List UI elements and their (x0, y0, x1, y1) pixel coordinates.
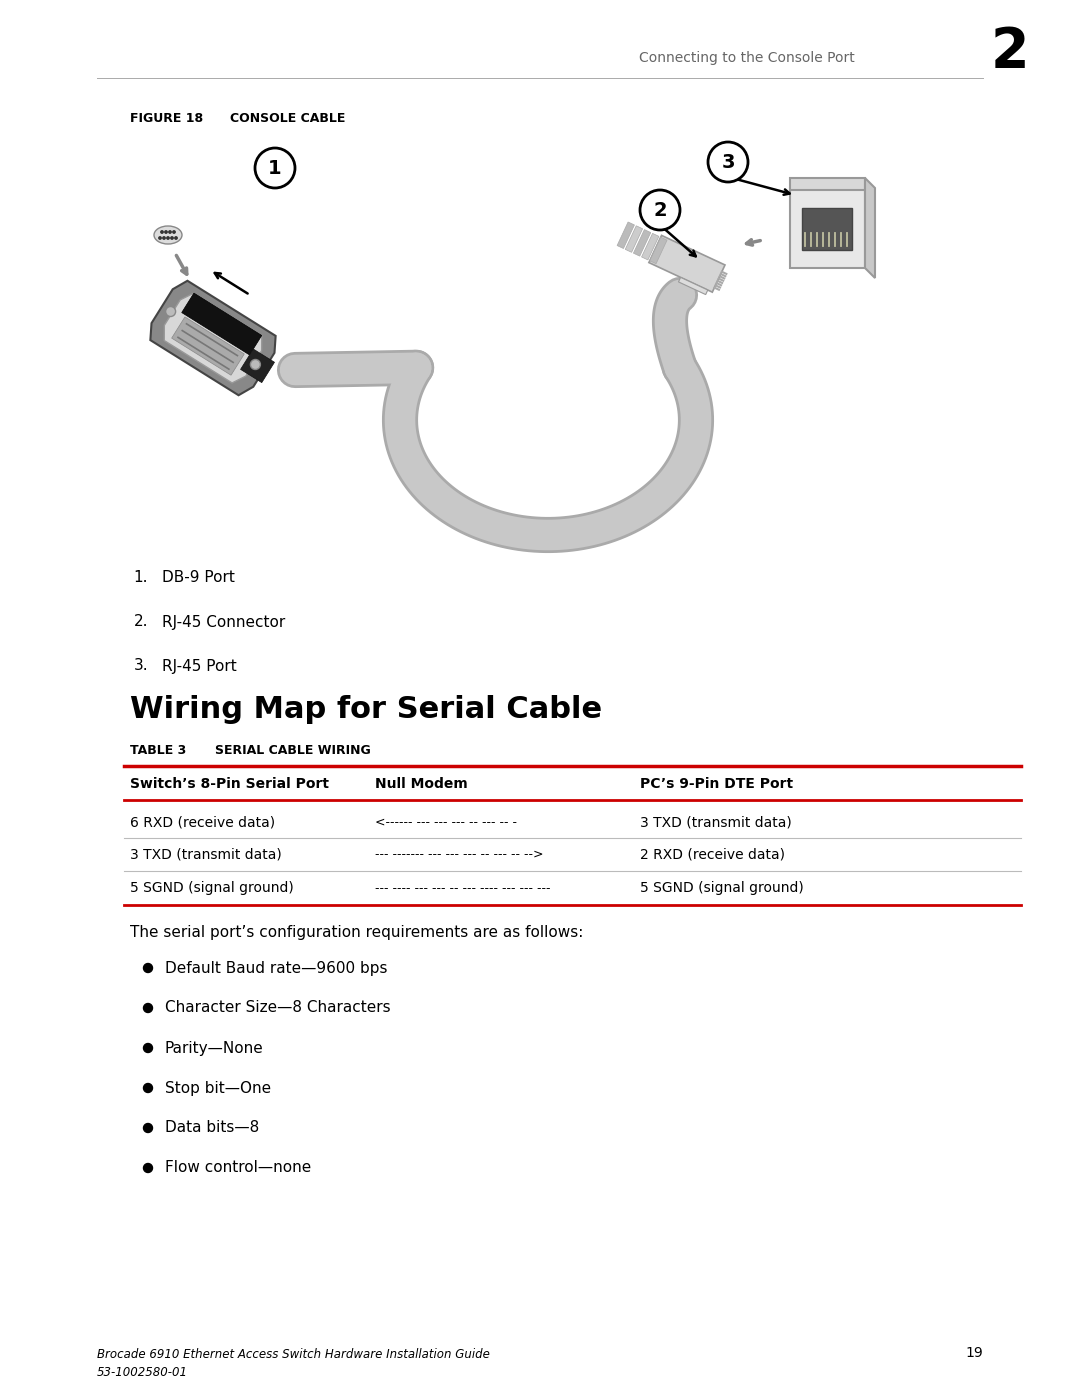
Circle shape (171, 237, 173, 239)
FancyBboxPatch shape (802, 208, 852, 250)
Text: Parity—None: Parity—None (165, 1041, 264, 1056)
Ellipse shape (154, 226, 183, 244)
Text: Flow control—none: Flow control—none (165, 1161, 311, 1175)
FancyBboxPatch shape (789, 189, 865, 268)
Text: CONSOLE CABLE: CONSOLE CABLE (230, 112, 346, 124)
Text: 2: 2 (653, 201, 666, 219)
Text: Connecting to the Console Port: Connecting to the Console Port (639, 52, 855, 66)
Text: 5 SGND (signal ground): 5 SGND (signal ground) (640, 882, 804, 895)
Text: Wiring Map for Serial Cable: Wiring Map for Serial Cable (130, 696, 603, 725)
Text: Brocade 6910 Ethernet Access Switch Hardware Installation Guide: Brocade 6910 Ethernet Access Switch Hard… (97, 1348, 490, 1361)
Polygon shape (865, 177, 875, 278)
Text: 1: 1 (268, 158, 282, 177)
Polygon shape (241, 349, 274, 383)
Text: RJ-45 Port: RJ-45 Port (162, 658, 237, 673)
Text: 5 SGND (signal ground): 5 SGND (signal ground) (130, 882, 294, 895)
Circle shape (144, 964, 152, 972)
Text: TABLE 3: TABLE 3 (130, 743, 186, 757)
Text: DB-9 Port: DB-9 Port (162, 570, 234, 585)
Text: 19: 19 (966, 1345, 983, 1361)
Text: <------ --- --- --- -- --- -- -: <------ --- --- --- -- --- -- - (375, 816, 517, 828)
Text: 53-1002580-01: 53-1002580-01 (97, 1366, 188, 1379)
Text: 2: 2 (990, 25, 1029, 80)
Text: 2 RXD (receive data): 2 RXD (receive data) (640, 848, 785, 862)
Polygon shape (164, 293, 261, 383)
Circle shape (251, 359, 260, 369)
Polygon shape (172, 317, 244, 376)
Text: FIGURE 18: FIGURE 18 (130, 112, 203, 124)
Circle shape (166, 237, 170, 239)
Polygon shape (649, 235, 725, 292)
Text: PC’s 9-Pin DTE Port: PC’s 9-Pin DTE Port (640, 777, 793, 791)
Circle shape (144, 1044, 152, 1052)
Text: Data bits—8: Data bits—8 (165, 1120, 259, 1136)
Circle shape (175, 237, 177, 239)
Text: --- ---- --- --- -- --- ---- --- --- ---: --- ---- --- --- -- --- ---- --- --- --- (375, 882, 551, 894)
Text: Null Modem: Null Modem (375, 777, 468, 791)
Circle shape (255, 148, 295, 189)
Text: 6 RXD (receive data): 6 RXD (receive data) (130, 814, 275, 828)
Circle shape (161, 231, 163, 233)
Circle shape (163, 237, 165, 239)
Text: 3.: 3. (133, 658, 148, 673)
Circle shape (708, 142, 748, 182)
Polygon shape (150, 281, 275, 395)
Polygon shape (633, 229, 651, 256)
Circle shape (173, 231, 175, 233)
Polygon shape (789, 177, 865, 190)
Text: 3: 3 (721, 152, 734, 172)
Polygon shape (181, 293, 261, 355)
Polygon shape (650, 237, 667, 264)
Text: Character Size—8 Characters: Character Size—8 Characters (165, 1000, 391, 1016)
Circle shape (144, 1084, 152, 1092)
Text: 2.: 2. (134, 615, 148, 630)
Polygon shape (642, 233, 659, 260)
Circle shape (159, 237, 161, 239)
Polygon shape (617, 222, 634, 249)
Text: --- ------- --- --- --- -- --- -- -->: --- ------- --- --- --- -- --- -- --> (375, 848, 543, 862)
Text: Default Baud rate—9600 bps: Default Baud rate—9600 bps (165, 961, 388, 975)
Text: SERIAL CABLE WIRING: SERIAL CABLE WIRING (215, 743, 370, 757)
Circle shape (165, 231, 167, 233)
Polygon shape (625, 226, 643, 253)
Circle shape (165, 306, 176, 317)
Circle shape (144, 1123, 152, 1133)
Circle shape (168, 231, 172, 233)
Text: 1.: 1. (134, 570, 148, 585)
Text: 3 TXD (transmit data): 3 TXD (transmit data) (130, 848, 282, 862)
Text: Switch’s 8-Pin Serial Port: Switch’s 8-Pin Serial Port (130, 777, 329, 791)
Circle shape (640, 190, 680, 231)
Polygon shape (678, 278, 707, 295)
Text: 3 TXD (transmit data): 3 TXD (transmit data) (640, 814, 792, 828)
Text: RJ-45 Connector: RJ-45 Connector (162, 615, 285, 630)
Circle shape (144, 1164, 152, 1172)
Text: Stop bit—One: Stop bit—One (165, 1080, 271, 1095)
Circle shape (144, 1003, 152, 1013)
Text: The serial port’s configuration requirements are as follows:: The serial port’s configuration requirem… (130, 925, 583, 940)
